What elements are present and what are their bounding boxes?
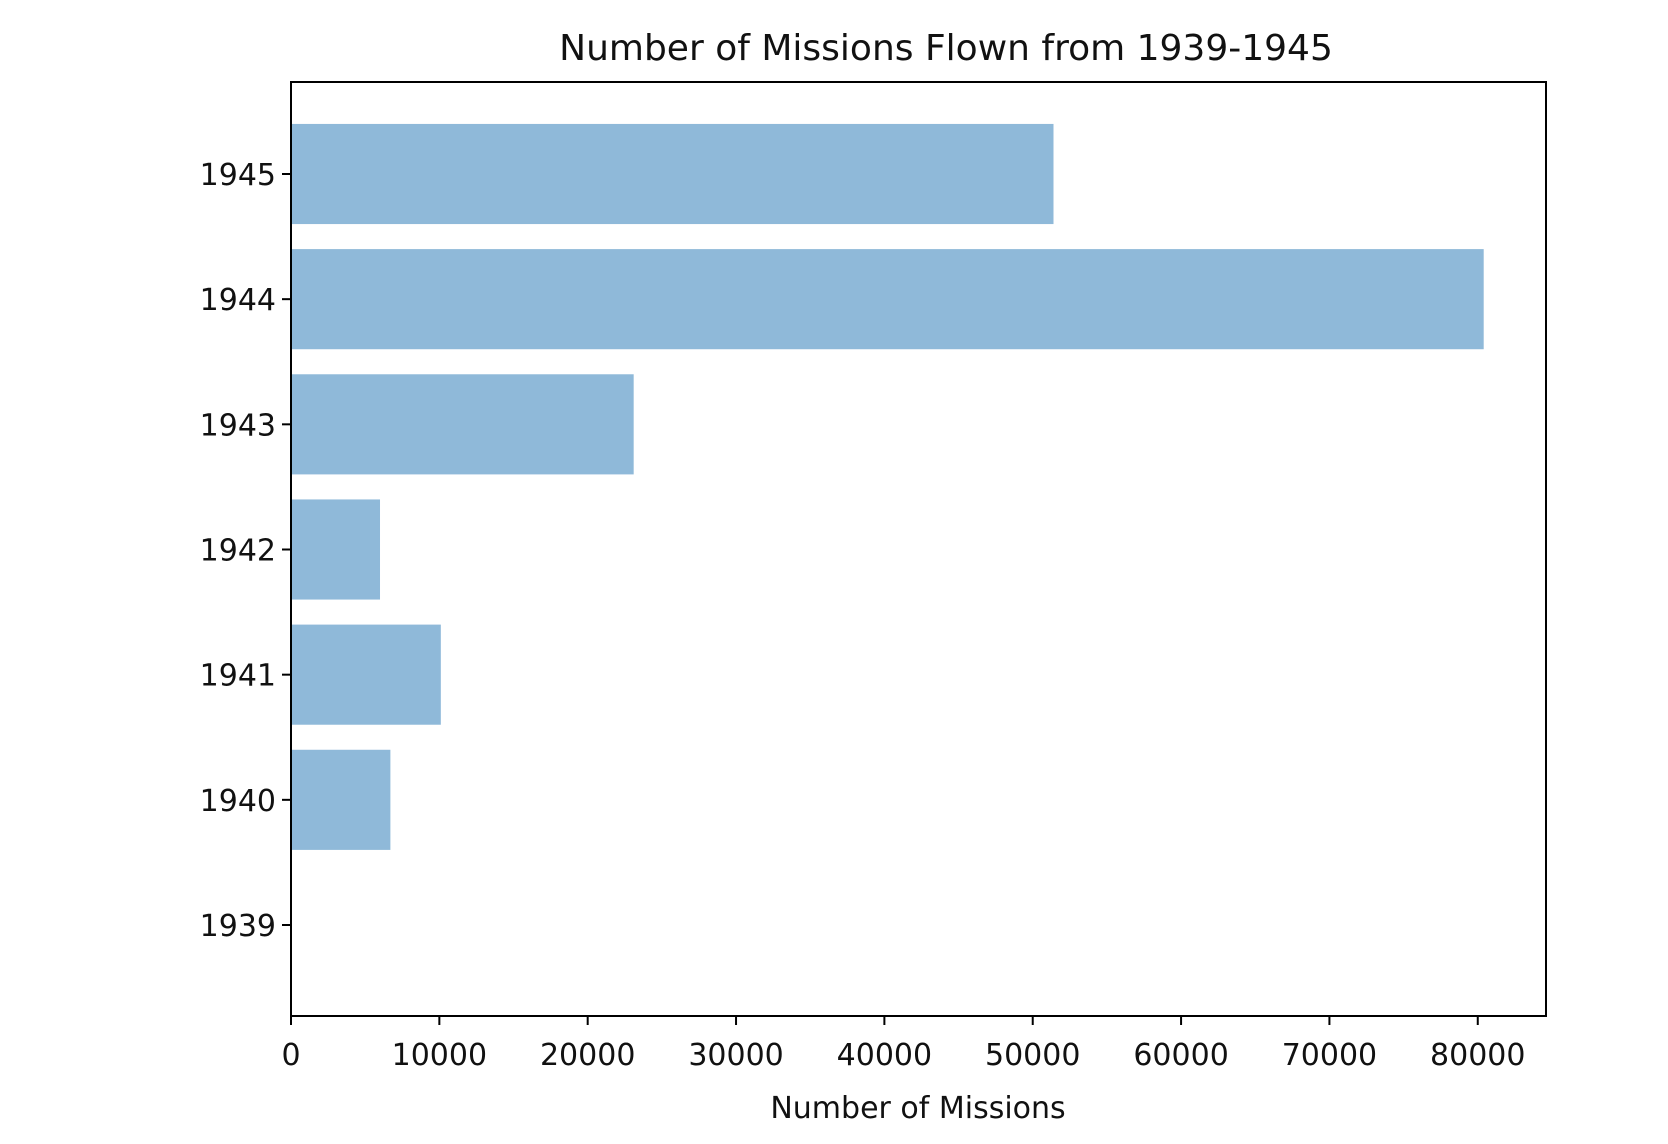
- x-tick-label: 0: [281, 1038, 300, 1073]
- bar-1942: [291, 499, 381, 600]
- x-tick-label: 30000: [688, 1038, 783, 1073]
- bar-1944: [291, 249, 1484, 350]
- bar-1945: [291, 123, 1054, 225]
- x-tick-label: 40000: [837, 1038, 932, 1073]
- bar-1941: [291, 624, 441, 725]
- x-axis-label: Number of Missions: [770, 1091, 1065, 1126]
- x-tick-label: 80000: [1430, 1038, 1525, 1073]
- x-axis: 0 10000 20000 30000 40000 50000 60000 70000 8000…: [281, 1016, 1525, 1073]
- y-axis: 1939 1940 1941 1942 1943 1944 1945: [200, 158, 291, 944]
- x-tick-label: 50000: [985, 1038, 1080, 1073]
- y-tick-label: 1941: [200, 659, 276, 694]
- x-tick-label: 70000: [1282, 1038, 1377, 1073]
- y-tick-label: 1945: [200, 158, 276, 193]
- bar-1940: [291, 749, 391, 850]
- y-tick-label: 1943: [200, 408, 276, 443]
- plot-frame: [290, 81, 1547, 1017]
- chart-title: Number of Missions Flown from 1939-1945: [559, 28, 1333, 69]
- x-tick-label: 10000: [392, 1038, 487, 1073]
- y-tick-label: 1940: [200, 784, 276, 819]
- y-tick-label: 1939: [200, 909, 276, 944]
- x-tick-label: 60000: [1133, 1038, 1228, 1073]
- x-tick-label: 20000: [540, 1038, 635, 1073]
- y-tick-label: 1944: [200, 283, 276, 318]
- bar-1943: [291, 374, 634, 475]
- y-tick-label: 1942: [200, 534, 276, 569]
- bars-layer: [291, 123, 1484, 850]
